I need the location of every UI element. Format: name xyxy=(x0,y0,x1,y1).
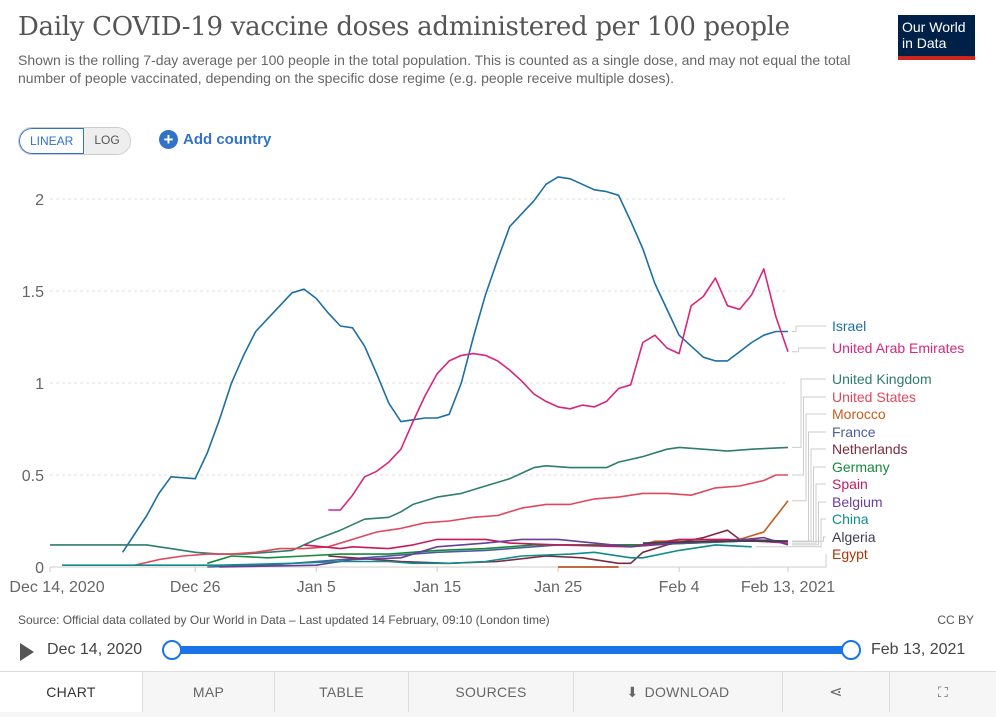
tab-sources[interactable]: SOURCES xyxy=(409,672,574,712)
legend-label: Egypt xyxy=(832,546,868,562)
fullscreen-icon: ⛶ xyxy=(937,683,949,700)
y-tick-label: 2 xyxy=(35,192,44,209)
fullscreen-button[interactable]: ⛶ xyxy=(890,672,996,712)
owid-logo[interactable]: Our World in Data xyxy=(898,15,975,60)
legend-label: Germany xyxy=(832,459,890,475)
chart-subtitle: Shown is the rolling 7-day average per 1… xyxy=(18,52,851,86)
legend-label: China xyxy=(832,511,869,527)
series-united-arab-emirates: United Arab Emirates xyxy=(328,268,964,511)
license-link[interactable]: CC BY xyxy=(937,613,974,627)
x-tick-label: Feb 4 xyxy=(659,579,700,596)
x-tick-label: Jan 25 xyxy=(534,579,582,596)
legend-connector xyxy=(792,347,826,353)
timeline-track[interactable] xyxy=(172,646,852,654)
tab-download[interactable]: ⬇ DOWNLOAD xyxy=(574,672,783,712)
timeline-end-label: Feb 13, 2021 xyxy=(871,641,966,658)
legend-label: France xyxy=(832,424,876,440)
scale-toggle: LINEAR LOG xyxy=(18,127,131,155)
series-china: China xyxy=(62,511,869,567)
series-algeria: Algeria xyxy=(642,529,876,545)
series-line xyxy=(328,268,789,511)
legend-label: Algeria xyxy=(832,529,876,545)
legend-connector xyxy=(792,413,826,502)
legend-label: United Kingdom xyxy=(832,371,932,387)
log-button[interactable]: LOG xyxy=(84,128,130,154)
legend-connector xyxy=(792,501,826,546)
legend-label: United States xyxy=(832,389,916,405)
share-button[interactable]: ⋖ xyxy=(783,672,890,712)
series-united-kingdom: United Kingdom xyxy=(50,371,932,555)
timeline: Dec 14, 2020 Feb 13, 2021 xyxy=(0,636,996,666)
tab-label: DOWNLOAD xyxy=(644,684,730,700)
x-tick-label: Feb 13, 2021 xyxy=(741,579,835,596)
legend-connector xyxy=(792,483,826,544)
tab-label: SOURCES xyxy=(455,684,527,700)
x-tick-label: Jan 15 xyxy=(413,579,461,596)
series-line xyxy=(50,446,789,555)
linear-button[interactable]: LINEAR xyxy=(19,128,85,154)
legend-label: United Arab Emirates xyxy=(832,340,964,356)
y-tick-label: 0 xyxy=(35,560,44,577)
series-egypt: Egypt xyxy=(558,546,868,568)
legend-connector xyxy=(755,518,826,548)
x-tick-label: Jan 5 xyxy=(297,579,336,596)
timeline-end-handle[interactable] xyxy=(841,640,861,660)
series-line xyxy=(62,544,752,567)
chart-title: Daily COVID-19 vaccine doses administere… xyxy=(18,12,790,42)
source-note: Source: Official data collated by Our Wo… xyxy=(18,613,550,627)
series-line xyxy=(134,474,788,566)
y-tick-label: 1 xyxy=(35,376,44,393)
x-tick-label: Dec 14, 2020 xyxy=(9,579,104,596)
plus-circle-icon: + xyxy=(159,130,178,149)
line-chart: 0 0.5 1 1.5 2 Dec 14, 2020 Dec 26 Jan 5 Jan 15 Ja… xyxy=(9,176,964,596)
series-israel: Israel xyxy=(121,176,866,553)
add-country-label: Add country xyxy=(183,131,272,148)
tab-bar: CHART MAP TABLE SOURCES ⬇ DOWNLOAD ⋖ ⛶ xyxy=(0,671,996,717)
series-spain: Spain xyxy=(304,476,868,550)
legend-connector xyxy=(792,325,826,332)
tab-chart[interactable]: CHART xyxy=(0,672,143,712)
legend-label: Israel xyxy=(832,318,866,334)
legend-label: Spain xyxy=(832,476,868,492)
series-united-states: United States xyxy=(134,389,916,566)
y-tick-label: 0.5 xyxy=(22,468,44,485)
tab-table[interactable]: TABLE xyxy=(275,672,409,712)
legend-connector xyxy=(792,378,826,448)
series-line xyxy=(642,540,788,544)
x-tick-label: Dec 26 xyxy=(170,579,221,596)
legend-connector xyxy=(792,396,826,476)
timeline-start-label: Dec 14, 2020 xyxy=(47,641,143,658)
series-line xyxy=(304,538,789,550)
legend-label: Morocco xyxy=(832,406,886,422)
legend-label: Netherlands xyxy=(832,441,908,457)
y-tick-label: 1.5 xyxy=(22,284,44,301)
tab-map[interactable]: MAP xyxy=(143,672,275,712)
timeline-start-handle[interactable] xyxy=(162,640,182,660)
legend-connector xyxy=(792,536,826,542)
add-country-button[interactable]: + Add country xyxy=(159,130,271,149)
play-icon[interactable] xyxy=(20,643,34,661)
series-line xyxy=(328,529,789,565)
legend-label: Belgium xyxy=(832,494,883,510)
tab-label: TABLE xyxy=(319,684,364,700)
tab-label: CHART xyxy=(46,684,96,700)
tab-label: MAP xyxy=(192,684,225,700)
legend-connector xyxy=(622,554,827,568)
download-icon: ⬇ xyxy=(626,683,639,700)
share-icon: ⋖ xyxy=(829,684,843,701)
series-line xyxy=(121,176,788,553)
